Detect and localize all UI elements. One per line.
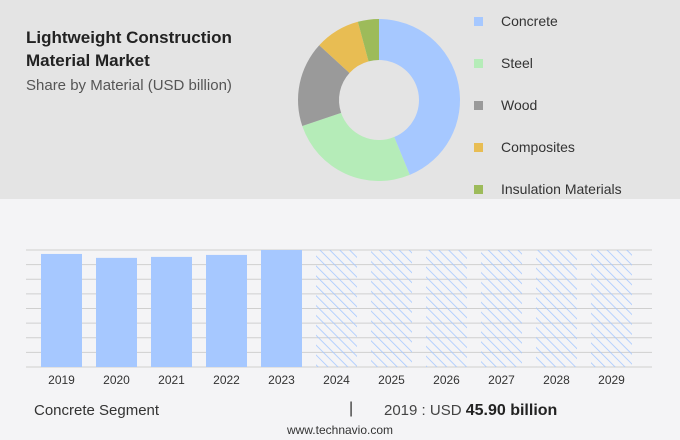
bar-2020	[96, 257, 137, 367]
legend-swatch	[474, 184, 483, 194]
x-tick-label: 2025	[378, 373, 405, 387]
bar-2026	[426, 250, 467, 367]
legend-item: Steel	[474, 42, 622, 84]
pie-slice-steel	[302, 112, 410, 181]
segment-label: Concrete Segment	[34, 402, 160, 419]
separator: |	[349, 400, 354, 417]
x-tick-label: 2022	[213, 373, 240, 387]
legend-label: Concrete	[501, 13, 558, 29]
bar-2029	[591, 250, 632, 367]
legend-swatch	[474, 100, 483, 110]
legend-item: Insulation Materials	[474, 168, 622, 210]
bar-2021	[151, 256, 192, 367]
chart-subtitle: Share by Material (USD billion)	[26, 77, 232, 94]
x-tick-label: 2027	[488, 373, 515, 387]
x-tick-label: 2023	[268, 373, 295, 387]
bar-2023	[261, 250, 302, 367]
x-tick-label: 2021	[158, 373, 185, 387]
bar-2019	[41, 253, 82, 367]
legend-item: Concrete	[474, 0, 622, 42]
x-tick-label: 2029	[598, 373, 625, 387]
bar-2025	[371, 250, 412, 367]
website-link[interactable]: www.technavio.com	[286, 423, 394, 437]
segment-value: 2019 : USD 45.90 billion	[384, 402, 557, 420]
bar-2024	[316, 250, 357, 367]
x-tick-label: 2024	[323, 373, 350, 387]
legend-label: Steel	[501, 55, 533, 71]
bar-2022	[206, 254, 247, 367]
legend-swatch	[474, 16, 483, 26]
legend-item: Wood	[474, 84, 622, 126]
bar-2027	[481, 250, 522, 367]
year-label: 2019 : USD	[384, 402, 462, 419]
bar-2028	[536, 250, 577, 367]
legend-label: Insulation Materials	[501, 181, 622, 197]
legend-swatch	[474, 142, 483, 152]
pie-slice-concrete	[379, 19, 461, 175]
x-tick-label: 2020	[103, 373, 130, 387]
legend-label: Composites	[501, 139, 575, 155]
x-tick-label: 2026	[433, 373, 460, 387]
legend-label: Wood	[501, 97, 538, 113]
legend-swatch	[474, 58, 483, 68]
legend: Concrete Steel Wood Composites Insulation Ma…	[474, 0, 622, 210]
chart-title: Lightweight Construction Material Market	[26, 28, 232, 70]
x-tick-label: 2028	[543, 373, 570, 387]
pie-slice-wood	[298, 45, 350, 126]
value-label: 45.90 billion	[465, 402, 558, 419]
legend-item: Composites	[474, 126, 622, 168]
pie-slice-composites	[319, 21, 369, 73]
x-tick-label: 2019	[48, 373, 75, 387]
pie-slice-insulation-materials	[357, 19, 379, 62]
